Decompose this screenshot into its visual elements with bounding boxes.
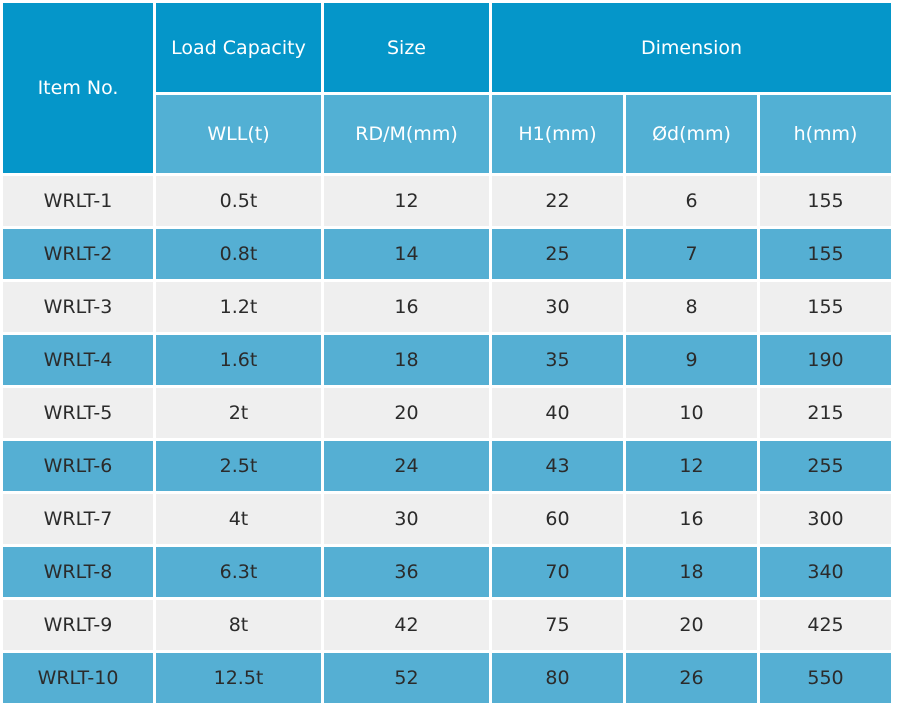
header-item-no: Item No.: [3, 3, 153, 173]
cell-od: 16: [626, 494, 757, 544]
cell-wll: 2t: [156, 388, 321, 438]
header-h: h(mm): [760, 95, 892, 173]
cell-h: 155: [760, 282, 892, 332]
cell-h: 190: [760, 335, 892, 385]
cell-wll: 12.5t: [156, 653, 321, 703]
header-od: Ød(mm): [626, 95, 757, 173]
table-row: WRLT-2 0.8t 14 25 7 155: [3, 229, 892, 279]
header-load-capacity: Load Capacity: [156, 3, 321, 92]
cell-item: WRLT-6: [3, 441, 153, 491]
cell-rdm: 36: [324, 547, 489, 597]
cell-item: WRLT-7: [3, 494, 153, 544]
cell-h1: 40: [492, 388, 623, 438]
cell-od: 26: [626, 653, 757, 703]
table-row: WRLT-6 2.5t 24 43 12 255: [3, 441, 892, 491]
cell-wll: 1.2t: [156, 282, 321, 332]
header-wll: WLL(t): [156, 95, 321, 173]
cell-h: 300: [760, 494, 892, 544]
cell-h1: 43: [492, 441, 623, 491]
header-rdm: RD/M(mm): [324, 95, 489, 173]
cell-rdm: 42: [324, 600, 489, 650]
cell-h: 340: [760, 547, 892, 597]
cell-h1: 35: [492, 335, 623, 385]
cell-h: 155: [760, 176, 892, 226]
cell-od: 18: [626, 547, 757, 597]
cell-wll: 4t: [156, 494, 321, 544]
cell-item: WRLT-10: [3, 653, 153, 703]
table-row: WRLT-7 4t 30 60 16 300: [3, 494, 892, 544]
cell-rdm: 18: [324, 335, 489, 385]
table-row: WRLT-4 1.6t 18 35 9 190: [3, 335, 892, 385]
cell-wll: 0.5t: [156, 176, 321, 226]
table-row: WRLT-5 2t 20 40 10 215: [3, 388, 892, 438]
table-row: WRLT-3 1.2t 16 30 8 155: [3, 282, 892, 332]
cell-h1: 70: [492, 547, 623, 597]
cell-h: 550: [760, 653, 892, 703]
cell-rdm: 52: [324, 653, 489, 703]
cell-item: WRLT-8: [3, 547, 153, 597]
table-row: WRLT-10 12.5t 52 80 26 550: [3, 653, 892, 703]
cell-rdm: 12: [324, 176, 489, 226]
cell-h: 425: [760, 600, 892, 650]
table-row: WRLT-1 0.5t 12 22 6 155: [3, 176, 892, 226]
cell-od: 20: [626, 600, 757, 650]
cell-h1: 80: [492, 653, 623, 703]
cell-rdm: 30: [324, 494, 489, 544]
cell-od: 9: [626, 335, 757, 385]
cell-item: WRLT-4: [3, 335, 153, 385]
table-row: WRLT-8 6.3t 36 70 18 340: [3, 547, 892, 597]
cell-h1: 60: [492, 494, 623, 544]
header-row-2: WLL(t) RD/M(mm) H1(mm) Ød(mm) h(mm): [3, 95, 892, 173]
cell-wll: 0.8t: [156, 229, 321, 279]
table-row: WRLT-9 8t 42 75 20 425: [3, 600, 892, 650]
cell-item: WRLT-2: [3, 229, 153, 279]
cell-od: 10: [626, 388, 757, 438]
cell-wll: 2.5t: [156, 441, 321, 491]
cell-item: WRLT-9: [3, 600, 153, 650]
header-row-1: Item No. Load Capacity Size Dimension: [3, 3, 892, 173]
cell-wll: 1.6t: [156, 335, 321, 385]
cell-item: WRLT-3: [3, 282, 153, 332]
cell-wll: 8t: [156, 600, 321, 650]
cell-item: WRLT-1: [3, 176, 153, 226]
cell-h1: 22: [492, 176, 623, 226]
header-size: Size: [324, 3, 489, 92]
cell-item: WRLT-5: [3, 388, 153, 438]
cell-h1: 25: [492, 229, 623, 279]
cell-h1: 30: [492, 282, 623, 332]
cell-rdm: 20: [324, 388, 489, 438]
cell-od: 7: [626, 229, 757, 279]
cell-od: 8: [626, 282, 757, 332]
cell-h1: 75: [492, 600, 623, 650]
cell-od: 12: [626, 441, 757, 491]
header-h1: H1(mm): [492, 95, 623, 173]
header-dimension: Dimension: [492, 3, 892, 92]
cell-rdm: 24: [324, 441, 489, 491]
cell-rdm: 14: [324, 229, 489, 279]
cell-od: 6: [626, 176, 757, 226]
cell-h: 215: [760, 388, 892, 438]
cell-wll: 6.3t: [156, 547, 321, 597]
cell-h: 255: [760, 441, 892, 491]
cell-rdm: 16: [324, 282, 489, 332]
cell-h: 155: [760, 229, 892, 279]
